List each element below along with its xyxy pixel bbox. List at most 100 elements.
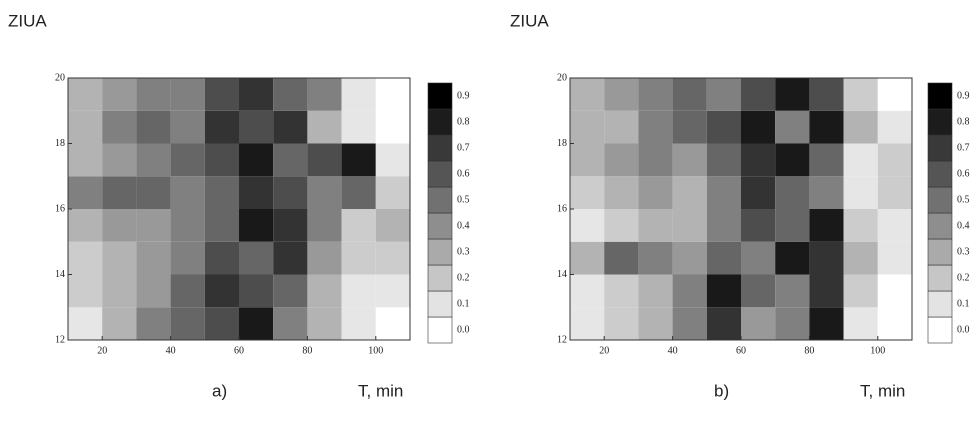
cell bbox=[775, 209, 810, 242]
colorbar-box bbox=[427, 238, 453, 266]
x-tick-label: 20 bbox=[97, 345, 107, 356]
x-axis-label: T, min bbox=[860, 381, 905, 400]
cell bbox=[341, 307, 376, 340]
cell bbox=[775, 274, 810, 308]
cell bbox=[570, 241, 605, 275]
cell bbox=[809, 274, 844, 308]
cell bbox=[170, 176, 205, 209]
colorbar-box bbox=[427, 82, 453, 110]
colorbar-box bbox=[927, 238, 953, 266]
cell bbox=[68, 143, 103, 177]
cell bbox=[706, 143, 741, 177]
colorbar-label: 0.7 bbox=[457, 142, 470, 153]
cell bbox=[102, 307, 137, 340]
cell bbox=[672, 110, 707, 144]
colorbar-box bbox=[927, 316, 953, 344]
cell bbox=[843, 110, 878, 144]
cell bbox=[102, 176, 137, 209]
cell bbox=[102, 241, 137, 275]
colorbar-label: 0.8 bbox=[957, 116, 970, 127]
cell bbox=[68, 307, 103, 340]
cell bbox=[136, 307, 171, 340]
cell bbox=[68, 78, 103, 111]
cell bbox=[170, 209, 205, 242]
cell bbox=[307, 110, 342, 144]
x-tick-label: 40 bbox=[668, 345, 678, 356]
cell bbox=[809, 110, 844, 144]
cell bbox=[170, 110, 205, 144]
cell bbox=[741, 78, 776, 111]
cell bbox=[102, 209, 137, 242]
cell bbox=[341, 241, 376, 275]
cell bbox=[375, 307, 410, 340]
colorbar-box bbox=[927, 264, 953, 292]
cell bbox=[239, 78, 274, 111]
cell bbox=[706, 241, 741, 275]
cell bbox=[570, 110, 605, 144]
colorbar-label: 0.7 bbox=[957, 142, 970, 153]
x-tick-label: 80 bbox=[804, 345, 814, 356]
cell bbox=[170, 274, 205, 308]
cell bbox=[136, 110, 171, 144]
cell bbox=[204, 209, 239, 242]
cell bbox=[809, 307, 844, 340]
cell bbox=[102, 110, 137, 144]
cell bbox=[204, 78, 239, 111]
cell bbox=[570, 274, 605, 308]
cell bbox=[273, 307, 308, 340]
cell bbox=[68, 209, 103, 242]
colorbar-box bbox=[927, 108, 953, 136]
cell bbox=[741, 209, 776, 242]
colorbar-label: 0.9 bbox=[957, 90, 970, 101]
cell bbox=[843, 176, 878, 209]
colorbar-label: 0.6 bbox=[957, 168, 970, 179]
cell bbox=[136, 274, 171, 308]
cell bbox=[375, 241, 410, 275]
cell bbox=[239, 176, 274, 209]
y-tick-label: 16 bbox=[557, 203, 567, 214]
cell bbox=[170, 307, 205, 340]
cell bbox=[341, 176, 376, 209]
cell bbox=[775, 143, 810, 177]
colorbar-box bbox=[427, 212, 453, 240]
y-tick-label: 20 bbox=[557, 72, 567, 83]
cell bbox=[239, 274, 274, 308]
cell bbox=[809, 209, 844, 242]
cell bbox=[204, 274, 239, 308]
cell bbox=[341, 143, 376, 177]
cell bbox=[741, 143, 776, 177]
cell bbox=[638, 307, 673, 340]
cell bbox=[239, 110, 274, 144]
cell bbox=[136, 78, 171, 111]
colorbar-box bbox=[927, 212, 953, 240]
cell bbox=[375, 274, 410, 308]
cell bbox=[672, 241, 707, 275]
colorbar-box bbox=[427, 134, 453, 162]
cell bbox=[341, 209, 376, 242]
cell bbox=[604, 143, 639, 177]
x-tick-label: 20 bbox=[599, 345, 609, 356]
colorbar-label: 0.3 bbox=[457, 246, 470, 257]
cell bbox=[706, 176, 741, 209]
cell bbox=[638, 110, 673, 144]
cell bbox=[775, 241, 810, 275]
cell bbox=[877, 110, 912, 144]
colorbar-box bbox=[427, 160, 453, 188]
cell bbox=[68, 241, 103, 275]
x-tick-label: 60 bbox=[736, 345, 746, 356]
x-axis-label: T, min bbox=[358, 381, 403, 400]
cell bbox=[877, 78, 912, 111]
cell bbox=[843, 78, 878, 111]
cell bbox=[638, 241, 673, 275]
y-tick-label: 18 bbox=[55, 138, 65, 149]
y-axis-label: ZIUA bbox=[8, 11, 47, 30]
x-tick-label: 60 bbox=[234, 345, 244, 356]
colorbar-label: 0.2 bbox=[957, 272, 970, 283]
colorbar-label: 0.0 bbox=[957, 324, 970, 335]
cell bbox=[741, 274, 776, 308]
colorbar-label: 0.5 bbox=[457, 194, 470, 205]
cell bbox=[877, 241, 912, 275]
cell bbox=[239, 241, 274, 275]
colorbar-label: 0.6 bbox=[457, 168, 470, 179]
cell bbox=[273, 209, 308, 242]
